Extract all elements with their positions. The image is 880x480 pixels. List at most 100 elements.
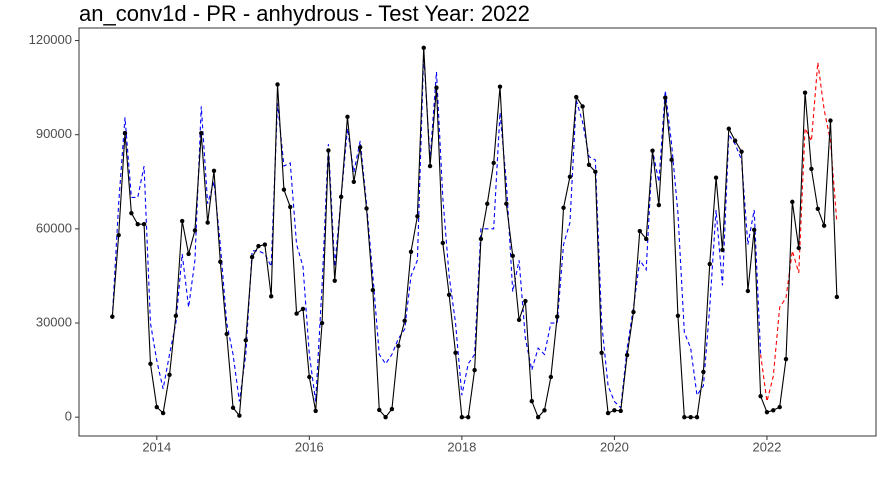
data-point [319,320,325,326]
data-point [555,314,560,319]
data-point [281,187,287,192]
data-point [739,149,744,154]
data-point [650,148,655,153]
data-point [713,175,719,180]
data-point [771,408,776,413]
x-tick-label: 2022 [752,439,781,454]
data-point [116,232,121,238]
data-point [720,247,725,253]
data-point [796,245,801,251]
data-point [370,287,376,293]
data-point [243,338,248,343]
data-point [364,206,369,211]
data-point [758,393,763,399]
data-point [580,104,585,109]
data-point [211,168,217,173]
x-tick-label: 2016 [295,439,324,454]
data-point [205,220,210,225]
data-point [644,236,649,242]
data-point [275,82,280,87]
data-point [472,367,477,373]
data-point [675,313,681,318]
data-point [783,356,789,362]
data-point [300,306,306,312]
data-point [777,404,782,410]
data-point [237,413,242,418]
data-point [326,148,331,153]
data-point [421,45,426,50]
data-point [141,221,147,227]
data-point [815,206,821,211]
data-point [478,236,484,242]
data-point [535,414,541,420]
data-point [453,350,458,356]
data-point [694,414,700,420]
data-point [148,361,153,367]
data-point [726,126,732,131]
data-point [605,410,611,416]
data-point [256,243,261,249]
data-point [224,331,229,337]
data-point [262,242,268,247]
x-tick-label: 2014 [142,439,171,454]
data-point [135,221,140,227]
data-point [663,95,668,100]
data-point [459,414,465,420]
x-tick-label: 2020 [600,439,629,454]
data-point [440,240,445,246]
panel-border [78,27,877,437]
data-point [160,410,166,416]
data-point [377,407,382,413]
data-point [179,218,185,224]
data-point [199,130,204,136]
data-point [230,405,236,410]
data-point [510,253,515,259]
data-point [682,414,687,420]
data-point [707,261,712,267]
data-point [218,259,223,265]
data-point [701,369,706,375]
chart-title: an_conv1d - PR - anhydrous - Test Year: … [79,1,530,26]
data-point [790,199,795,205]
data-point [249,254,255,260]
data-point [485,201,490,206]
data-point [465,414,471,420]
data-point [732,138,738,143]
data-point [745,288,751,294]
data-point [186,251,191,257]
data-point [669,157,674,163]
data-point [656,202,662,208]
data-point [586,162,592,168]
data-point [154,404,159,410]
data-point [427,163,433,169]
data-point [389,406,395,412]
data-point [567,174,573,179]
data-point [802,90,808,95]
data-point [631,309,636,315]
data-point [434,85,439,90]
data-point [192,228,198,233]
data-point [129,210,134,216]
data-point [497,84,503,89]
data-point [516,317,522,323]
data-point [688,414,693,420]
data-point [561,205,566,211]
series-line [760,62,838,402]
data-point [332,278,337,283]
data-point [574,94,579,100]
data-point [396,343,401,349]
y-tick-label: 0 [65,409,72,424]
x-tick-label: 2018 [447,439,476,454]
data-point [268,294,274,299]
data-point [351,179,356,184]
data-point [523,298,528,304]
data-point [415,214,420,219]
data-point [637,228,642,234]
data-point [491,160,496,166]
data-point [764,409,770,415]
data-point [357,145,363,150]
data-point [345,114,350,120]
data-point [408,249,414,254]
y-tick-label: 60000 [36,220,72,235]
data-point [446,292,452,297]
